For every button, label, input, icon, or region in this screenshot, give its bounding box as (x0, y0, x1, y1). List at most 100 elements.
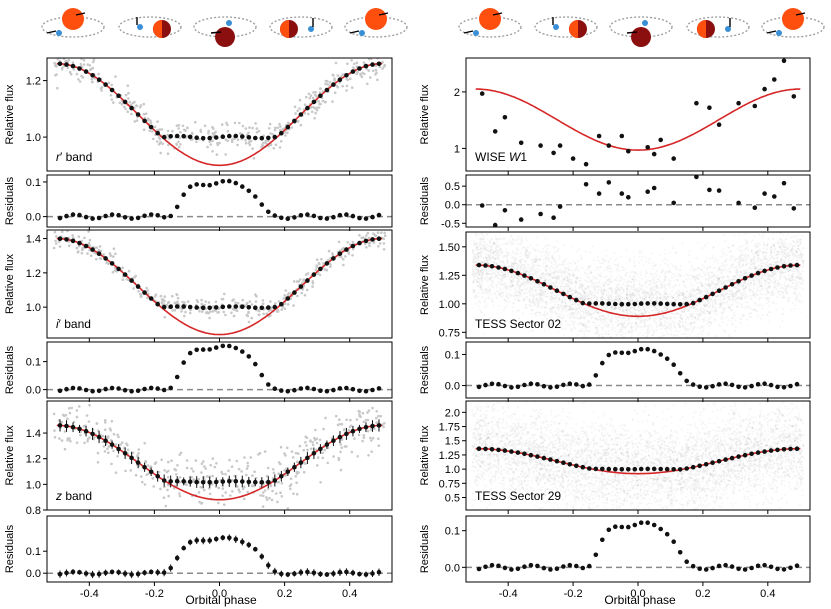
raw-point (247, 320, 251, 324)
raw-point (226, 123, 229, 127)
raw-point (595, 332, 598, 335)
raw-point (744, 253, 747, 256)
raw-point (626, 318, 629, 321)
raw-point (755, 309, 758, 312)
raw-point (283, 307, 287, 311)
raw-point (648, 296, 651, 299)
raw-point (619, 297, 621, 300)
raw-point (581, 297, 584, 300)
raw-point (487, 295, 490, 298)
binned-point (311, 386, 317, 392)
raw-point (658, 297, 661, 300)
raw-point (175, 473, 178, 476)
raw-point (684, 345, 686, 347)
binned-point (266, 382, 271, 387)
raw-point (674, 327, 677, 330)
raw-point (626, 323, 629, 326)
raw-point (565, 302, 568, 305)
orbit-arrow (349, 30, 360, 34)
raw-point (633, 271, 636, 274)
raw-point (595, 328, 598, 331)
band-label-letter: r (56, 150, 61, 164)
raw-point (370, 450, 373, 454)
raw-point (698, 314, 700, 317)
raw-point (492, 285, 494, 288)
binned-point (492, 129, 498, 134)
raw-point (566, 290, 569, 293)
raw-point (767, 237, 770, 240)
orbit-ellipse (118, 16, 182, 38)
raw-point (663, 307, 666, 310)
raw-point (481, 227, 483, 229)
raw-point (326, 83, 330, 86)
binned-point (279, 301, 284, 307)
y-tick-label: 1.4 (26, 234, 41, 246)
star-hot-side (782, 8, 804, 30)
binned-point (168, 213, 173, 219)
raw-point (598, 324, 601, 327)
raw-point (603, 269, 606, 272)
raw-point (538, 311, 541, 314)
raw-point (481, 288, 484, 291)
raw-point (60, 66, 64, 70)
raw-point (595, 281, 597, 284)
raw-point (691, 293, 694, 296)
star-cool-side (631, 27, 651, 47)
raw-point (308, 96, 312, 100)
panel-plot-area (471, 227, 805, 347)
raw-point (560, 301, 563, 304)
raw-point (541, 293, 543, 296)
raw-point (621, 316, 624, 319)
binned-point (645, 145, 650, 150)
binned-point (57, 61, 63, 67)
raw-point (544, 279, 547, 282)
raw-point (319, 481, 322, 484)
raw-point (793, 252, 796, 255)
raw-point (607, 333, 610, 335)
raw-point (518, 264, 521, 267)
raw-point (336, 74, 340, 77)
raw-point (800, 255, 803, 257)
raw-point (494, 254, 497, 257)
orbit-ellipse (761, 16, 825, 38)
raw-point (318, 102, 321, 106)
raw-point (694, 320, 697, 323)
raw-point (365, 246, 368, 249)
raw-point (546, 313, 549, 316)
raw-point (656, 277, 659, 280)
raw-point (475, 268, 478, 271)
raw-point (275, 310, 279, 313)
raw-point (795, 282, 798, 285)
raw-point (548, 307, 551, 310)
raw-point (157, 136, 161, 139)
orbit-ellipse (344, 16, 408, 38)
raw-point (269, 300, 272, 303)
raw-point (156, 120, 159, 123)
raw-point (656, 297, 659, 300)
raw-point (775, 259, 778, 262)
raw-point (251, 484, 254, 487)
raw-point (551, 298, 554, 301)
raw-point (719, 276, 721, 279)
raw-point (607, 280, 610, 283)
binned-points (57, 534, 382, 579)
raw-point (472, 291, 475, 294)
binned-point (606, 143, 612, 148)
raw-point (668, 286, 671, 289)
raw-point (584, 328, 587, 331)
raw-point (309, 94, 313, 97)
raw-point (615, 264, 618, 267)
raw-point (95, 257, 98, 261)
raw-point (731, 316, 734, 319)
raw-point (799, 311, 802, 314)
raw-point (279, 125, 282, 128)
raw-point (612, 323, 614, 326)
binned-point (129, 572, 134, 577)
raw-point (336, 86, 340, 89)
raw-point (647, 327, 650, 330)
raw-point (566, 314, 569, 317)
binned-point (155, 213, 160, 218)
raw-point (593, 294, 596, 297)
binned-point (350, 213, 356, 219)
